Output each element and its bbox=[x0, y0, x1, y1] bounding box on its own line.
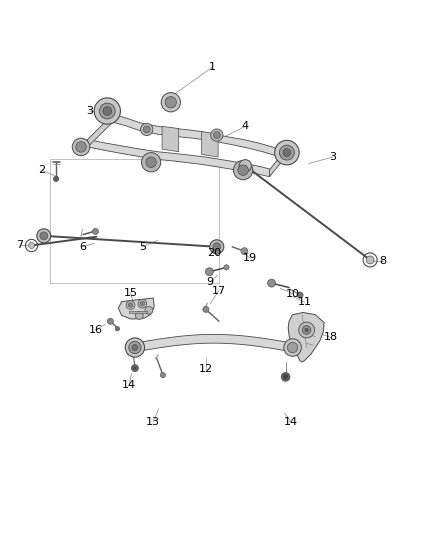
Polygon shape bbox=[201, 132, 218, 157]
Circle shape bbox=[126, 301, 135, 310]
Circle shape bbox=[146, 157, 156, 167]
Text: 14: 14 bbox=[122, 379, 136, 390]
Circle shape bbox=[211, 129, 223, 141]
Circle shape bbox=[203, 306, 209, 312]
Circle shape bbox=[161, 93, 180, 112]
Circle shape bbox=[135, 312, 143, 319]
Circle shape bbox=[302, 326, 311, 334]
Text: 3: 3 bbox=[329, 152, 336, 162]
Text: 15: 15 bbox=[124, 288, 138, 298]
Circle shape bbox=[279, 145, 294, 160]
Circle shape bbox=[366, 256, 374, 264]
Text: 12: 12 bbox=[199, 365, 213, 374]
Text: 4: 4 bbox=[242, 122, 249, 131]
Text: 9: 9 bbox=[207, 277, 214, 287]
Text: 2: 2 bbox=[38, 165, 45, 175]
Circle shape bbox=[241, 248, 248, 255]
Text: 19: 19 bbox=[243, 253, 257, 263]
Circle shape bbox=[284, 339, 301, 356]
Circle shape bbox=[132, 344, 138, 351]
Circle shape bbox=[281, 373, 290, 381]
Circle shape bbox=[145, 306, 153, 314]
Circle shape bbox=[92, 229, 99, 235]
Circle shape bbox=[239, 159, 251, 172]
Circle shape bbox=[131, 365, 138, 372]
Circle shape bbox=[141, 152, 161, 172]
Circle shape bbox=[138, 300, 147, 308]
Circle shape bbox=[205, 268, 213, 276]
Circle shape bbox=[143, 126, 150, 133]
Text: 17: 17 bbox=[212, 286, 226, 296]
Circle shape bbox=[283, 375, 288, 379]
Circle shape bbox=[94, 98, 120, 124]
Polygon shape bbox=[88, 140, 274, 177]
Circle shape bbox=[99, 103, 115, 119]
Circle shape bbox=[103, 107, 112, 115]
Circle shape bbox=[214, 248, 220, 254]
Circle shape bbox=[141, 123, 153, 135]
Circle shape bbox=[210, 240, 224, 254]
Circle shape bbox=[37, 229, 51, 243]
Text: 18: 18 bbox=[324, 333, 338, 343]
Text: 3: 3 bbox=[86, 106, 93, 116]
Circle shape bbox=[224, 265, 229, 270]
Text: 14: 14 bbox=[284, 417, 298, 427]
Text: 20: 20 bbox=[207, 248, 221, 259]
Circle shape bbox=[287, 342, 298, 353]
Circle shape bbox=[213, 243, 221, 251]
Circle shape bbox=[165, 96, 177, 108]
Polygon shape bbox=[129, 311, 147, 313]
Text: 10: 10 bbox=[286, 289, 300, 298]
Polygon shape bbox=[135, 334, 293, 352]
Polygon shape bbox=[288, 312, 324, 362]
Text: 7: 7 bbox=[16, 240, 23, 251]
Circle shape bbox=[72, 138, 90, 156]
Text: 13: 13 bbox=[146, 417, 160, 427]
Text: 16: 16 bbox=[88, 325, 102, 335]
Circle shape bbox=[283, 149, 291, 157]
Polygon shape bbox=[112, 114, 284, 159]
Circle shape bbox=[238, 165, 248, 175]
Circle shape bbox=[53, 176, 59, 182]
Circle shape bbox=[233, 160, 253, 180]
Circle shape bbox=[140, 302, 145, 306]
Circle shape bbox=[28, 243, 35, 248]
Circle shape bbox=[115, 327, 120, 331]
Circle shape bbox=[107, 318, 113, 324]
Circle shape bbox=[275, 140, 299, 165]
Polygon shape bbox=[162, 126, 179, 152]
Circle shape bbox=[299, 322, 314, 338]
Polygon shape bbox=[269, 152, 284, 177]
Circle shape bbox=[129, 342, 141, 354]
Text: 6: 6 bbox=[80, 242, 87, 252]
Circle shape bbox=[128, 303, 133, 307]
Circle shape bbox=[297, 292, 303, 298]
Text: 11: 11 bbox=[297, 297, 311, 308]
Polygon shape bbox=[118, 298, 154, 319]
Circle shape bbox=[40, 232, 48, 240]
Circle shape bbox=[125, 338, 145, 357]
Circle shape bbox=[133, 366, 137, 370]
Circle shape bbox=[268, 279, 276, 287]
Circle shape bbox=[160, 373, 166, 378]
Text: 8: 8 bbox=[380, 256, 387, 266]
Polygon shape bbox=[88, 114, 113, 147]
Circle shape bbox=[76, 142, 86, 152]
Circle shape bbox=[305, 328, 308, 332]
Circle shape bbox=[213, 132, 220, 139]
Text: 1: 1 bbox=[209, 62, 216, 72]
Text: 5: 5 bbox=[139, 242, 146, 252]
